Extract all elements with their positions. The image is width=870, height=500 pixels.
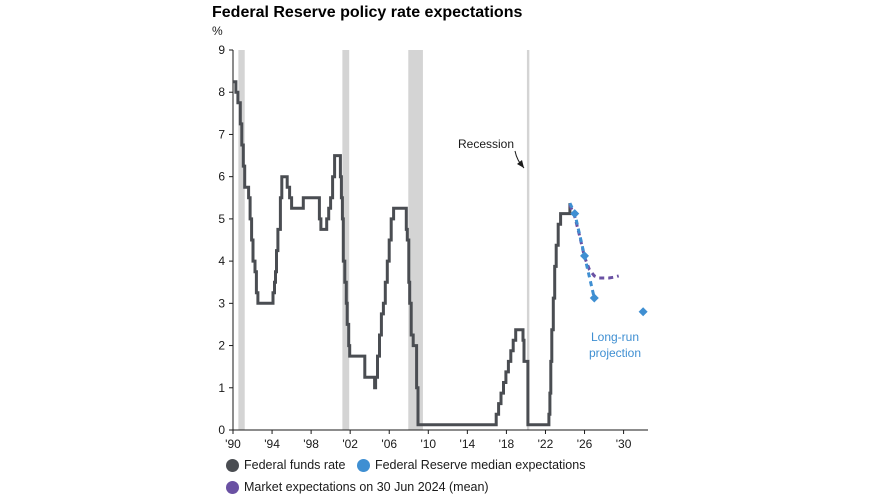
y-tick-label: 3 [218, 296, 225, 310]
y-axis-label: % [212, 24, 223, 38]
legend-swatch-fed [356, 459, 370, 472]
y-tick-label: 1 [218, 381, 225, 395]
legend-item-market: Market expectations on 30 Jun 2024 (mean… [226, 478, 489, 497]
y-tick-label: 5 [218, 212, 225, 226]
recession-band-1 [342, 50, 350, 430]
chart-title: Federal Reserve policy rate expectations [212, 4, 522, 21]
fed-long-run-point [638, 307, 648, 317]
recession-bands [238, 50, 530, 430]
legend-label-market: Market expectations on 30 Jun 2024 (mean… [244, 480, 489, 494]
series-line-market [568, 204, 620, 280]
recession-arrow-head [517, 160, 524, 168]
y-tick-label: 9 [218, 43, 225, 57]
recession-band-0 [238, 50, 245, 430]
y-tick-label: 7 [218, 127, 225, 141]
y-tick-label: 0 [218, 423, 225, 437]
fed-median-point [589, 293, 599, 303]
legend-item-funds: Federal funds rate [226, 456, 345, 475]
series-line-fed [568, 202, 596, 299]
x-axis: '90 '94 '98 '02 '06 '10 '14 '18 '22 '26 '30 [225, 430, 632, 451]
y-tick-label: 6 [218, 170, 225, 184]
series-line-funds [233, 80, 572, 427]
x-tick-label: '26 [577, 437, 593, 451]
x-tick-label: '14 [460, 437, 476, 451]
legend-label-funds: Federal funds rate [244, 458, 346, 472]
fed-median-point [570, 209, 580, 219]
long-run-label-2: projection [589, 346, 641, 360]
y-tick-label: 2 [218, 339, 225, 353]
x-tick-label: '10 [420, 437, 436, 451]
fed-median-point [580, 251, 590, 261]
legend-swatch-market [226, 481, 239, 494]
x-tick-label: '94 [264, 437, 280, 451]
x-tick-label: '06 [381, 437, 397, 451]
legend: Federal funds rate Federal Reserve media… [226, 456, 646, 500]
long-run-label-1: Long-run [591, 330, 639, 344]
x-tick-label: '18 [499, 437, 515, 451]
y-axis: 0 1 2 3 4 5 6 7 8 9 [218, 43, 233, 437]
x-tick-label: '02 [342, 437, 358, 451]
recession-band-3 [526, 50, 530, 430]
x-tick-label: '98 [303, 437, 319, 451]
recession-label: Recession [458, 137, 514, 151]
x-tick-label: '30 [616, 437, 632, 451]
series-group [233, 80, 648, 427]
x-tick-label: '22 [538, 437, 554, 451]
y-tick-label: 8 [218, 85, 225, 99]
x-tick-label: '90 [225, 437, 241, 451]
legend-label-fed: Federal Reserve median expectations [374, 458, 586, 472]
legend-item-fed: Federal Reserve median expectations [356, 456, 586, 475]
y-tick-label: 4 [218, 254, 225, 268]
legend-swatch-funds [226, 459, 239, 472]
